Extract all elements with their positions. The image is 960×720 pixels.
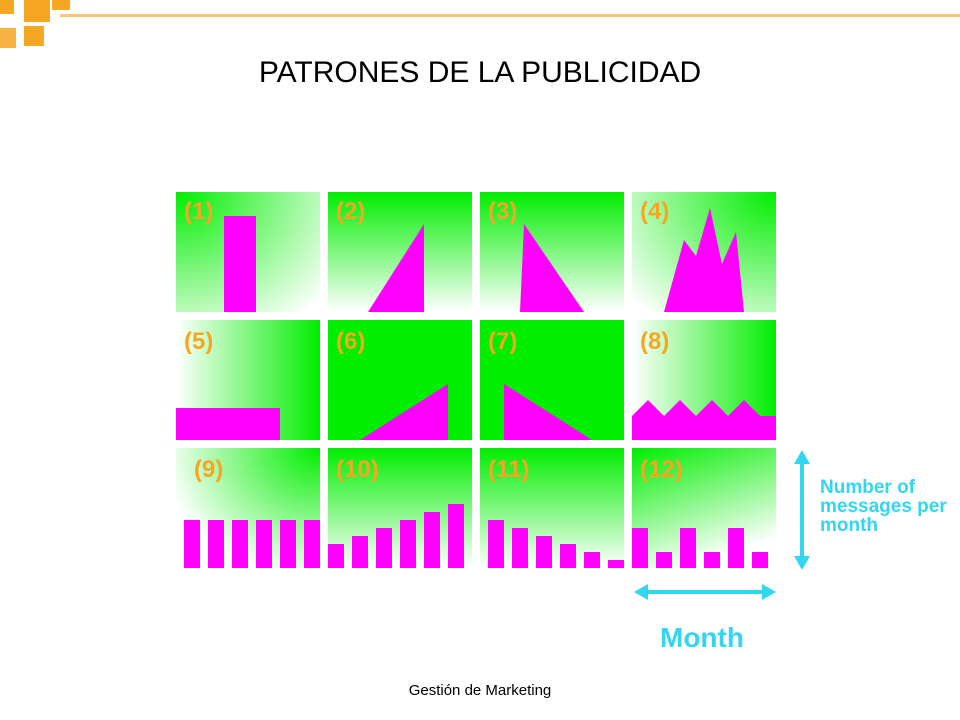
- pattern-10-bar: [424, 512, 440, 568]
- panel-label: (5): [184, 328, 214, 355]
- panel-1-graphic: [176, 192, 320, 312]
- pattern-4-shape: [664, 208, 744, 312]
- pattern-9-bar: [232, 520, 248, 568]
- pattern-10-bar: [376, 528, 392, 568]
- pattern-12-bar: [656, 552, 672, 568]
- panel-12-graphic: [632, 448, 776, 568]
- panel-6-graphic: [328, 320, 472, 440]
- panel-12: (12): [632, 448, 776, 568]
- pattern-11-bar: [512, 528, 528, 568]
- pattern-10-bar: [448, 504, 464, 568]
- pattern-10-bar: [352, 536, 368, 568]
- panel-3: (3): [480, 192, 624, 312]
- horizontal-double-arrow: [634, 584, 776, 600]
- pattern-11-bar: [488, 520, 504, 568]
- pattern-12-bar: [704, 552, 720, 568]
- panel-label: (4): [640, 198, 670, 225]
- panel-7: (7): [480, 320, 624, 440]
- y-axis-label: Number of messages per month: [820, 477, 947, 536]
- panel-label: (12): [640, 456, 683, 483]
- vertical-double-arrow: [794, 450, 810, 570]
- pattern-3-shape: [520, 224, 584, 312]
- panel-7-graphic: [480, 320, 624, 440]
- panel-10-graphic: [328, 448, 472, 568]
- pattern-12-bar: [728, 528, 744, 568]
- panel-6: (6): [328, 320, 472, 440]
- corner-decoration: [0, 0, 14, 14]
- pattern-12-bar: [680, 528, 696, 568]
- pattern-8-shape: [632, 400, 776, 440]
- panel-label: (6): [336, 328, 366, 355]
- panel-2-graphic: [328, 192, 472, 312]
- pattern-10-bar: [328, 544, 344, 568]
- panel-3-graphic: [480, 192, 624, 312]
- panel-label: (7): [488, 328, 518, 355]
- pattern-11-bar: [584, 552, 600, 568]
- panel-label: (9): [194, 456, 224, 483]
- pattern-9-bar: [208, 520, 224, 568]
- panel-label: (3): [488, 198, 518, 225]
- pattern-12-bar: [752, 552, 768, 568]
- pattern-9-bar: [280, 520, 296, 568]
- pattern-7-shape: [504, 384, 592, 440]
- panel-11-graphic: [480, 448, 624, 568]
- pattern-9-bar: [256, 520, 272, 568]
- corner-decoration: [52, 0, 70, 10]
- pattern-9-bar: [184, 520, 200, 568]
- panel-5: (5): [176, 320, 320, 440]
- panel-label: (2): [336, 198, 366, 225]
- x-axis-label: Month: [660, 622, 744, 653]
- pattern-11-bar: [608, 560, 624, 568]
- pattern-9-bar: [304, 520, 320, 568]
- pattern-1-shape: [224, 216, 256, 312]
- panel-8: (8): [632, 320, 776, 440]
- panel-4-graphic: [632, 192, 776, 312]
- panel-10: (10): [328, 448, 472, 568]
- corner-decoration: [24, 26, 44, 46]
- panel-label: (1): [184, 198, 214, 225]
- panel-label: (11): [488, 456, 530, 483]
- panel-1: (1): [176, 192, 320, 312]
- pattern-6-shape: [360, 384, 448, 440]
- panel-label: (10): [336, 456, 379, 483]
- pattern-11-bar: [560, 544, 576, 568]
- panel-2: (2): [328, 192, 472, 312]
- panel-9-graphic: [176, 448, 320, 568]
- panel-8-graphic: [632, 320, 776, 440]
- corner-decoration: [0, 28, 16, 48]
- pattern-2-shape: [368, 224, 424, 312]
- panel-4: (4): [632, 192, 776, 312]
- slide-title: PATRONES DE LA PUBLICIDAD: [258, 56, 702, 89]
- pattern-11-bar: [536, 536, 552, 568]
- pattern-12-bar: [632, 528, 648, 568]
- pattern-5-shape: [176, 408, 280, 440]
- corner-decoration: [24, 0, 50, 22]
- pattern-10-bar: [400, 520, 416, 568]
- panel-9: (9): [176, 448, 320, 568]
- top-rule: [60, 14, 960, 17]
- panel-11: (11): [480, 448, 624, 568]
- panel-background: [632, 448, 776, 568]
- slide-footer: Gestión de Marketing: [408, 682, 552, 699]
- panel-label: (8): [640, 328, 670, 355]
- panel-5-graphic: [176, 320, 320, 440]
